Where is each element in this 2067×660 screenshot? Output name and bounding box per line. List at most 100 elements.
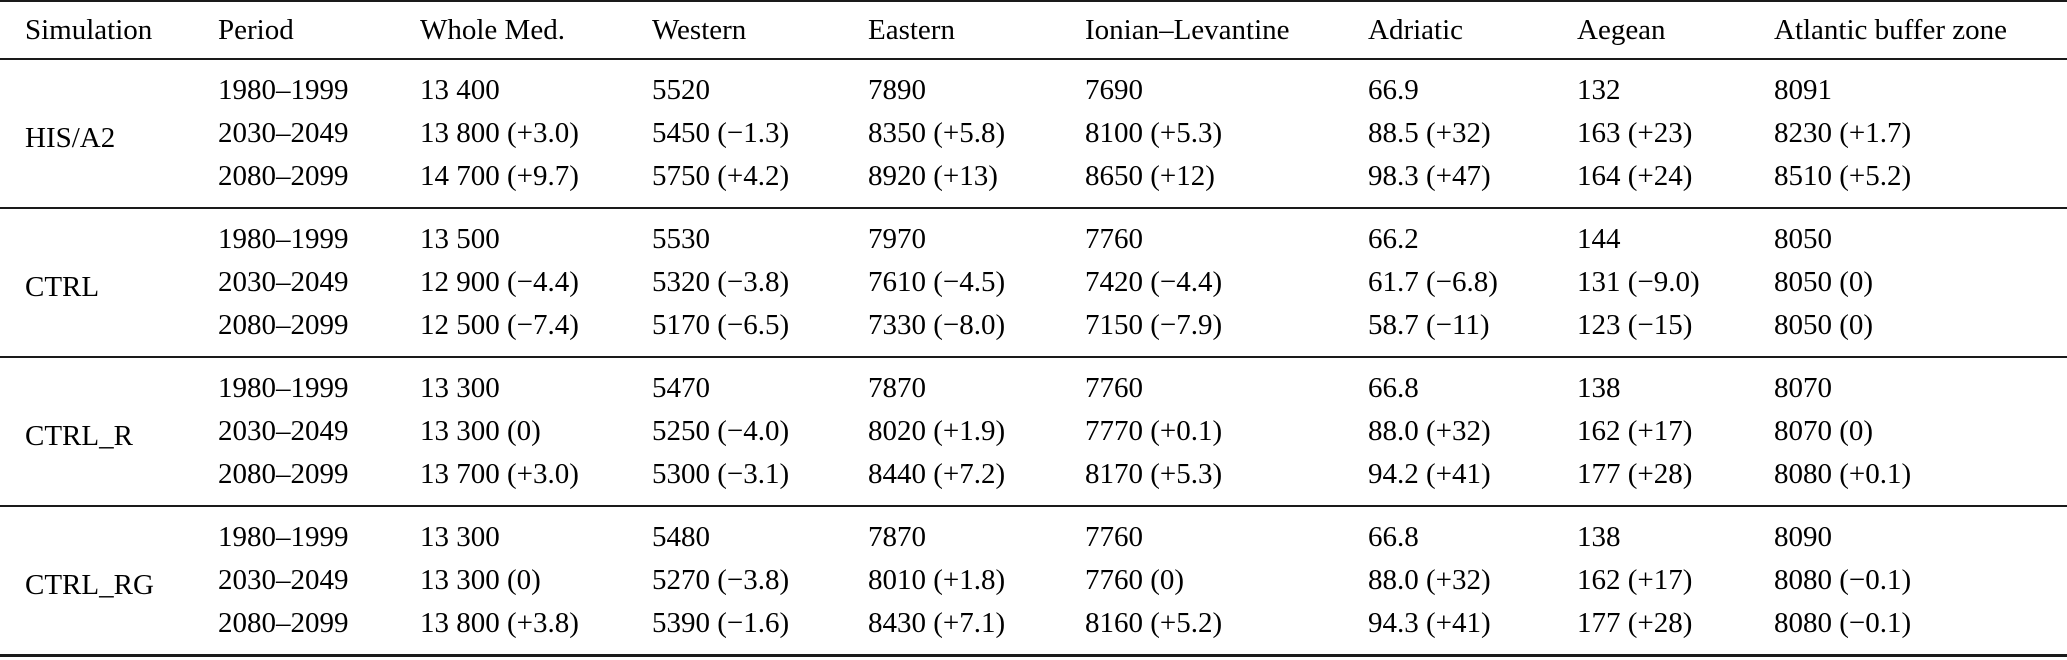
- value-cell: 13 300: [420, 521, 500, 553]
- table-row: 2030–2049 13 800 (+3.0) 5450 (−1.3) 8350…: [0, 112, 2067, 155]
- value-cell: 8050 (0): [1774, 309, 1874, 341]
- value-cell: 7870: [868, 521, 926, 553]
- value-cell: 144: [1577, 223, 1621, 255]
- value-cell: 123 (−15): [1577, 309, 1693, 341]
- value-cell: 163 (+23): [1577, 117, 1693, 149]
- value-cell: 5250 (−4.0): [652, 415, 790, 447]
- column-header-ionian-levantine: Ionian–Levantine: [1060, 1, 1343, 60]
- value-cell: 7970: [868, 223, 926, 255]
- value-cell: 8090: [1774, 521, 1832, 553]
- group-ctrl-rg: CTRL_RG 1980–1999 13 300 5480 7870 7760 …: [0, 506, 2067, 656]
- value-cell: 66.2: [1368, 223, 1419, 255]
- value-cell: 61.7 (−6.8): [1368, 266, 1498, 298]
- header-row: Simulation Period Whole Med. Western Eas…: [0, 1, 2067, 60]
- column-header-aegean: Aegean: [1552, 1, 1749, 60]
- period-cell: 2080–2099: [218, 458, 349, 490]
- value-cell: 7760: [1085, 223, 1143, 255]
- period-cell: 2030–2049: [218, 415, 349, 447]
- value-cell: 88.0 (+32): [1368, 415, 1491, 447]
- value-cell: 66.8: [1368, 521, 1419, 553]
- value-cell: 7330 (−8.0): [868, 309, 1006, 341]
- column-header-period: Period: [193, 1, 395, 60]
- value-cell: 8160 (+5.2): [1085, 607, 1223, 639]
- value-cell: 138: [1577, 521, 1621, 553]
- table-row: 2080–2099 13 800 (+3.8) 5390 (−1.6) 8430…: [0, 602, 2067, 656]
- value-cell: 94.3 (+41): [1368, 607, 1491, 639]
- value-cell: 13 700 (+3.0): [420, 458, 579, 490]
- value-cell: 8070 (0): [1774, 415, 1874, 447]
- value-cell: 8430 (+7.1): [868, 607, 1006, 639]
- simulation-label: CTRL: [25, 270, 100, 303]
- table-row: 2080–2099 13 700 (+3.0) 5300 (−3.1) 8440…: [0, 453, 2067, 506]
- period-cell: 1980–1999: [218, 74, 349, 106]
- value-cell: 7420 (−4.4): [1085, 266, 1223, 298]
- column-header-whole-med: Whole Med.: [395, 1, 627, 60]
- value-cell: 8440 (+7.2): [868, 458, 1006, 490]
- value-cell: 162 (+17): [1577, 564, 1693, 596]
- value-cell: 7760: [1085, 521, 1143, 553]
- value-cell: 7890: [868, 74, 926, 106]
- value-cell: 13 400: [420, 74, 500, 106]
- value-cell: 8170 (+5.3): [1085, 458, 1223, 490]
- group-his-a2: HIS/A2 1980–1999 13 400 5520 7890 7690 6…: [0, 59, 2067, 208]
- table-row: CTRL_R 1980–1999 13 300 5470 7870 7760 6…: [0, 357, 2067, 452]
- table-row: 2030–2049 13 300 (0) 5250 (−4.0) 8020 (+…: [0, 410, 2067, 453]
- value-cell: 66.8: [1368, 372, 1419, 404]
- value-cell: 8080 (−0.1): [1774, 564, 1912, 596]
- value-cell: 7760 (0): [1085, 564, 1185, 596]
- value-cell: 8080 (+0.1): [1774, 458, 1912, 490]
- period-cell: 1980–1999: [218, 372, 349, 404]
- value-cell: 7150 (−7.9): [1085, 309, 1223, 341]
- value-cell: 5750 (+4.2): [652, 160, 790, 192]
- value-cell: 13 300: [420, 372, 500, 404]
- table-row: HIS/A2 1980–1999 13 400 5520 7890 7690 6…: [0, 59, 2067, 154]
- value-cell: 13 800 (+3.0): [420, 117, 579, 149]
- value-cell: 131 (−9.0): [1577, 266, 1700, 298]
- value-cell: 5520: [652, 74, 710, 106]
- value-cell: 8010 (+1.8): [868, 564, 1006, 596]
- table-row: 2030–2049 12 900 (−4.4) 5320 (−3.8) 7610…: [0, 261, 2067, 304]
- value-cell: 5300 (−3.1): [652, 458, 790, 490]
- value-cell: 5450 (−1.3): [652, 117, 790, 149]
- period-cell: 2080–2099: [218, 607, 349, 639]
- value-cell: 5270 (−3.8): [652, 564, 790, 596]
- value-cell: 8070: [1774, 372, 1832, 404]
- period-cell: 2080–2099: [218, 309, 349, 341]
- value-cell: 138: [1577, 372, 1621, 404]
- value-cell: 8080 (−0.1): [1774, 607, 1912, 639]
- simulation-label: HIS/A2: [25, 121, 116, 154]
- period-cell: 2030–2049: [218, 564, 349, 596]
- value-cell: 8350 (+5.8): [868, 117, 1006, 149]
- value-cell: 8650 (+12): [1085, 160, 1215, 192]
- value-cell: 162 (+17): [1577, 415, 1693, 447]
- value-cell: 88.5 (+32): [1368, 117, 1491, 149]
- value-cell: 8050 (0): [1774, 266, 1874, 298]
- value-cell: 13 300 (0): [420, 564, 541, 596]
- period-cell: 1980–1999: [218, 521, 349, 553]
- value-cell: 8230 (+1.7): [1774, 117, 1912, 149]
- column-header-adriatic: Adriatic: [1343, 1, 1552, 60]
- value-cell: 13 500: [420, 223, 500, 255]
- value-cell: 5470: [652, 372, 710, 404]
- value-cell: 7690: [1085, 74, 1143, 106]
- value-cell: 7760: [1085, 372, 1143, 404]
- value-cell: 5320 (−3.8): [652, 266, 790, 298]
- column-header-western: Western: [627, 1, 843, 60]
- table-row: 2080–2099 14 700 (+9.7) 5750 (+4.2) 8920…: [0, 155, 2067, 208]
- group-ctrl-r: CTRL_R 1980–1999 13 300 5470 7870 7760 6…: [0, 357, 2067, 506]
- value-cell: 177 (+28): [1577, 458, 1693, 490]
- value-cell: 8091: [1774, 74, 1832, 106]
- period-cell: 1980–1999: [218, 223, 349, 255]
- period-cell: 2030–2049: [218, 266, 349, 298]
- value-cell: 94.2 (+41): [1368, 458, 1491, 490]
- value-cell: 132: [1577, 74, 1621, 106]
- value-cell: 58.7 (−11): [1368, 309, 1490, 341]
- value-cell: 88.0 (+32): [1368, 564, 1491, 596]
- value-cell: 8510 (+5.2): [1774, 160, 1912, 192]
- value-cell: 8050: [1774, 223, 1832, 255]
- simulation-label: CTRL_RG: [25, 568, 154, 601]
- group-ctrl: CTRL 1980–1999 13 500 5530 7970 7760 66.…: [0, 208, 2067, 357]
- value-cell: 164 (+24): [1577, 160, 1693, 192]
- value-cell: 7870: [868, 372, 926, 404]
